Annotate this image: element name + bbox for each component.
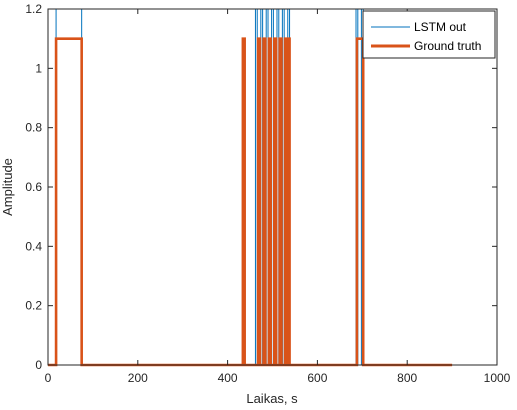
x-tick-label: 1000 [484,371,511,385]
legend-box [362,10,496,59]
x-tick-label: 600 [307,371,327,385]
legend-label-ground-truth: Ground truth [414,39,481,53]
series-layer [48,8,453,367]
x-tick-label: 400 [218,371,238,385]
x-tick-label: 800 [397,371,417,385]
tick-layer: 0 200 400 600 800 1000 0 0.2 0.4 0.6 0.8 1 1.2 [25,2,510,385]
y-tick-label: 0.2 [25,299,42,313]
y-tick-label: 0.8 [25,121,42,135]
x-axis-label: Laikas, s [246,391,298,406]
legend-label-lstm-out: LSTM out [414,20,467,34]
y-tick-label: 1 [35,61,42,75]
y-axis-label: Amplitude [0,158,15,216]
y-tick-label: 0.4 [25,239,42,253]
x-tick-label: 200 [128,371,148,385]
series-line-ground-truth [48,37,453,367]
x-tick-label: 0 [45,371,52,385]
y-tick-label: 1.2 [25,2,42,16]
y-tick-label: 0.6 [25,180,42,194]
plot-area-frame [47,8,498,366]
legend: LSTM out Ground truth [362,10,496,59]
y-tick-label: 0 [35,358,42,372]
series-line-lstm-out [48,8,453,366]
